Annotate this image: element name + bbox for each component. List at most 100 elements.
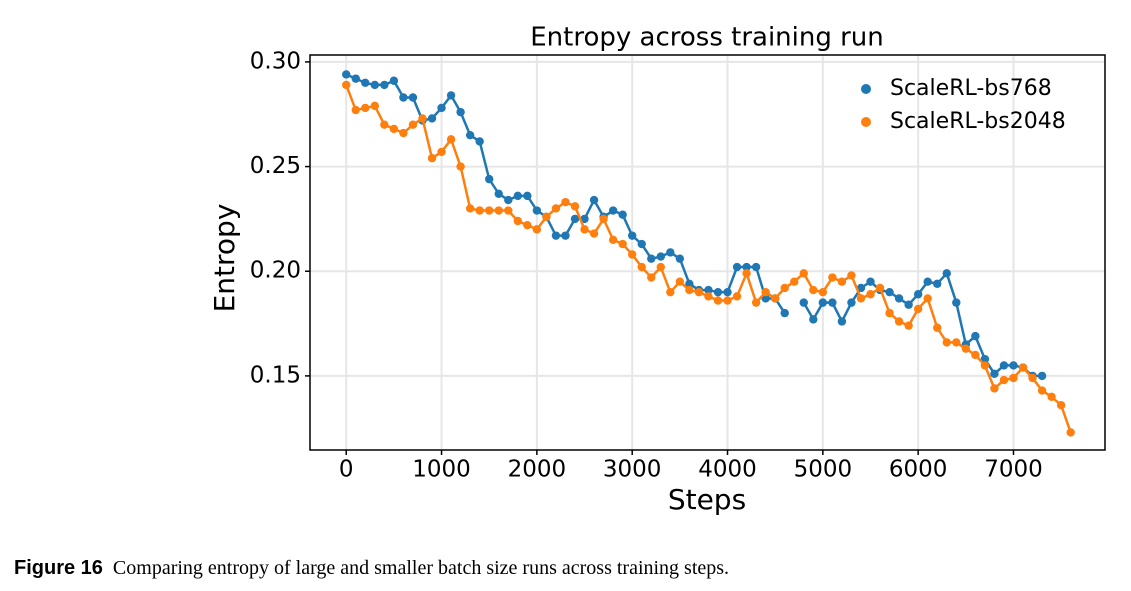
data-point	[885, 287, 894, 297]
data-point	[361, 78, 370, 88]
data-point	[532, 225, 542, 234]
data-point	[809, 315, 818, 324]
legend-label: ScaleRL-bs768	[890, 76, 1052, 101]
data-point	[1009, 361, 1018, 370]
data-point	[599, 214, 608, 224]
x-tick-label: 2000	[508, 457, 567, 483]
data-point	[799, 298, 808, 307]
data-point	[1037, 371, 1047, 381]
data-point	[618, 210, 627, 219]
data-point	[561, 231, 570, 240]
data-point	[894, 317, 904, 326]
data-point	[933, 279, 942, 288]
data-point	[589, 229, 599, 238]
data-point	[675, 254, 685, 263]
data-point	[656, 262, 665, 272]
series-line	[345, 84, 1072, 433]
data-point	[504, 195, 513, 205]
caption-label: Figure 16	[14, 557, 103, 579]
data-point	[456, 107, 465, 117]
data-point	[713, 287, 723, 297]
x-axis-label: Steps	[668, 483, 746, 516]
x-tick-label: 3000	[603, 457, 662, 483]
caption-text: Comparing entropy of large and smaller b…	[112, 557, 730, 579]
data-point	[532, 206, 542, 215]
data-point	[542, 212, 551, 222]
data-point	[551, 204, 561, 213]
y-tick-label: 0.25	[250, 153, 301, 179]
data-point	[637, 262, 646, 272]
data-point	[828, 273, 837, 282]
data-point	[780, 308, 789, 318]
data-point	[694, 287, 704, 297]
data-point	[685, 279, 694, 288]
data-point	[723, 287, 732, 297]
data-point	[446, 91, 456, 100]
x-tick-label: 5000	[794, 457, 853, 483]
data-point	[342, 80, 351, 90]
data-point	[351, 105, 360, 115]
data-point	[971, 350, 980, 360]
caption: Figure 16 Comparing entropy of large and …	[14, 555, 729, 580]
data-point	[627, 231, 637, 240]
data-point	[666, 248, 675, 257]
data-point	[437, 103, 446, 113]
data-point	[342, 70, 351, 79]
data-point	[704, 285, 713, 295]
data-point	[408, 120, 418, 129]
data-point	[399, 93, 408, 102]
data-point	[818, 287, 828, 297]
data-point	[923, 277, 932, 286]
data-point	[856, 294, 866, 303]
data-point	[856, 283, 866, 293]
data-point	[751, 262, 761, 272]
data-point	[561, 197, 570, 207]
data-point	[894, 294, 904, 303]
legend-label: ScaleRL-bs2048	[890, 109, 1066, 134]
data-point	[723, 296, 732, 305]
data-point	[523, 191, 532, 201]
data-point	[1047, 392, 1056, 402]
data-point	[1009, 373, 1018, 383]
x-tick-label: 0	[339, 457, 354, 483]
data-point	[465, 130, 475, 140]
data-point	[742, 269, 751, 278]
data-point	[761, 287, 770, 297]
data-point	[732, 292, 742, 301]
data-point	[475, 137, 484, 146]
data-point	[647, 254, 656, 263]
data-point	[485, 206, 494, 215]
data-point	[446, 135, 456, 144]
data-point	[494, 189, 503, 198]
data-point	[1066, 428, 1075, 437]
data-point	[1037, 386, 1047, 395]
data-point	[885, 308, 894, 318]
data-point	[637, 239, 646, 249]
data-point	[513, 216, 523, 226]
data-point	[713, 296, 723, 305]
data-point	[780, 283, 789, 293]
data-point	[770, 294, 780, 303]
chart: Entropy across training run Steps Entrop…	[208, 23, 1106, 516]
x-tick-label: 6000	[889, 457, 948, 483]
data-point	[790, 277, 799, 286]
data-point	[427, 114, 437, 123]
data-point	[608, 206, 618, 215]
data-point	[656, 252, 665, 261]
y-tick-label: 0.20	[250, 258, 301, 284]
data-point	[980, 361, 990, 370]
data-point	[647, 273, 656, 282]
series-line	[345, 73, 786, 314]
data-point	[952, 298, 961, 307]
data-point	[875, 283, 885, 293]
legend-marker	[861, 84, 871, 94]
data-point	[828, 298, 837, 307]
data-point	[923, 294, 932, 303]
data-point	[380, 120, 389, 129]
data-point	[837, 277, 847, 286]
data-point	[942, 269, 951, 278]
data-point	[370, 80, 380, 90]
data-point	[618, 239, 627, 249]
data-point	[809, 285, 818, 295]
data-point	[999, 361, 1009, 370]
